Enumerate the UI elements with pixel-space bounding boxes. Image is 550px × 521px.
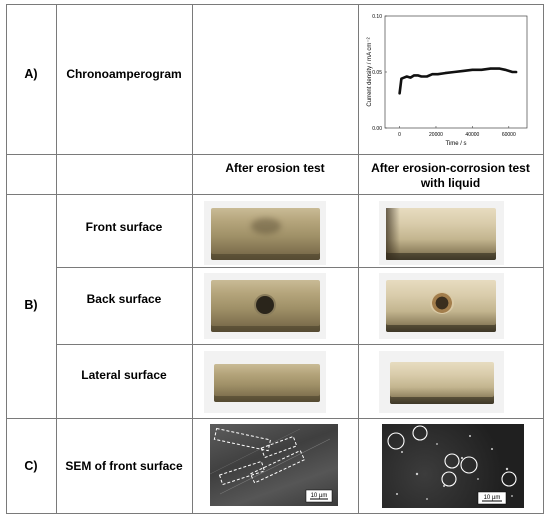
- chart-ylabel: Current density / mA cm⁻²: [367, 37, 373, 106]
- lateral-surface-erosion-photo: [214, 364, 320, 402]
- grid-line: [56, 267, 544, 268]
- particle: [401, 451, 403, 453]
- header-after-erosion-corrosion: After erosion-corrosion test with liquid: [371, 161, 530, 190]
- grid-line: [6, 154, 544, 155]
- sem-overlay: 10 µm: [210, 427, 333, 503]
- chronoamperogram-chart: 0.10 0.05 0.00 0 20000 40000 60000 Current de…: [367, 14, 528, 147]
- lateral-surface-corrosion-photo: [390, 362, 494, 404]
- grid-line: [6, 4, 7, 514]
- particle: [477, 478, 479, 480]
- front-surface-label: Front surface: [85, 220, 163, 234]
- front-surface-corrosion-photo: [386, 208, 496, 260]
- particle: [469, 435, 471, 437]
- grid-line: [192, 4, 193, 514]
- front-surface-erosion-photo: [211, 208, 320, 260]
- back-surface-erosion-photo: [211, 280, 320, 332]
- particle: [511, 495, 513, 497]
- particle: [505, 467, 509, 471]
- scratch-line: [210, 428, 301, 475]
- chart-xtick-label: 60000: [502, 132, 516, 138]
- chart-xtick-label: 40000: [465, 132, 479, 138]
- grid-line: [543, 4, 544, 514]
- marked-defect: [501, 471, 517, 487]
- chart-xtick-label: 20000: [429, 132, 443, 138]
- dark-edge: [386, 208, 400, 260]
- corroded-hole: [430, 292, 454, 314]
- marked-defect: [412, 425, 428, 441]
- chart-ytick-label: 0.10: [372, 14, 382, 20]
- chart-ytick-label: 0.00: [372, 126, 382, 132]
- header-after-erosion: After erosion test: [225, 161, 325, 175]
- particle: [460, 456, 464, 460]
- back-surface-corrosion-photo: [386, 280, 496, 332]
- sem-overlay: 10 µm: [387, 425, 517, 505]
- results-table: A) Chronoamperogram 0.10 0.05 0.00 0 20000 4…: [6, 4, 544, 514]
- back-surface-label: Back surface: [86, 292, 162, 306]
- marked-defect: [460, 456, 478, 474]
- chart-xtick-label: 0: [398, 132, 401, 138]
- sem-front-surface-label: SEM of front surface: [65, 459, 183, 473]
- sem-image-corrosion: 10 µm: [382, 424, 524, 508]
- chart-series-line: [398, 67, 518, 95]
- grid-line: [358, 4, 359, 514]
- grid-line: [56, 4, 57, 514]
- chart-ytick-label: 0.05: [372, 70, 382, 76]
- scratch-line: [219, 438, 331, 495]
- particle: [415, 472, 419, 476]
- grid-line: [6, 418, 544, 419]
- particle: [426, 498, 428, 500]
- particle: [436, 443, 438, 445]
- chart-xlabel: Time / s: [445, 141, 466, 147]
- marked-region: [213, 427, 272, 452]
- marked-defect: [441, 471, 457, 487]
- grid-line: [6, 513, 544, 514]
- grid-line: [6, 194, 544, 195]
- particle: [443, 485, 445, 487]
- row-b-label: B): [24, 298, 38, 312]
- particle: [396, 493, 398, 495]
- marked-defect: [444, 453, 460, 469]
- particle: [491, 448, 493, 450]
- grid-line: [56, 344, 544, 345]
- scale-bar-label: 10 µm: [484, 495, 501, 501]
- scale-bar-label: 10 µm: [311, 493, 328, 499]
- lateral-surface-label: Lateral surface: [81, 368, 167, 382]
- row-a-label: A): [24, 67, 38, 81]
- row-c-label: C): [24, 459, 38, 473]
- stain-mark: [251, 218, 281, 234]
- sem-image-erosion: 10 µm: [210, 424, 338, 506]
- grid-line: [6, 4, 544, 5]
- center-hole: [256, 296, 274, 314]
- marked-defect: [387, 432, 405, 450]
- chronoamperogram-label: Chronoamperogram: [66, 67, 182, 81]
